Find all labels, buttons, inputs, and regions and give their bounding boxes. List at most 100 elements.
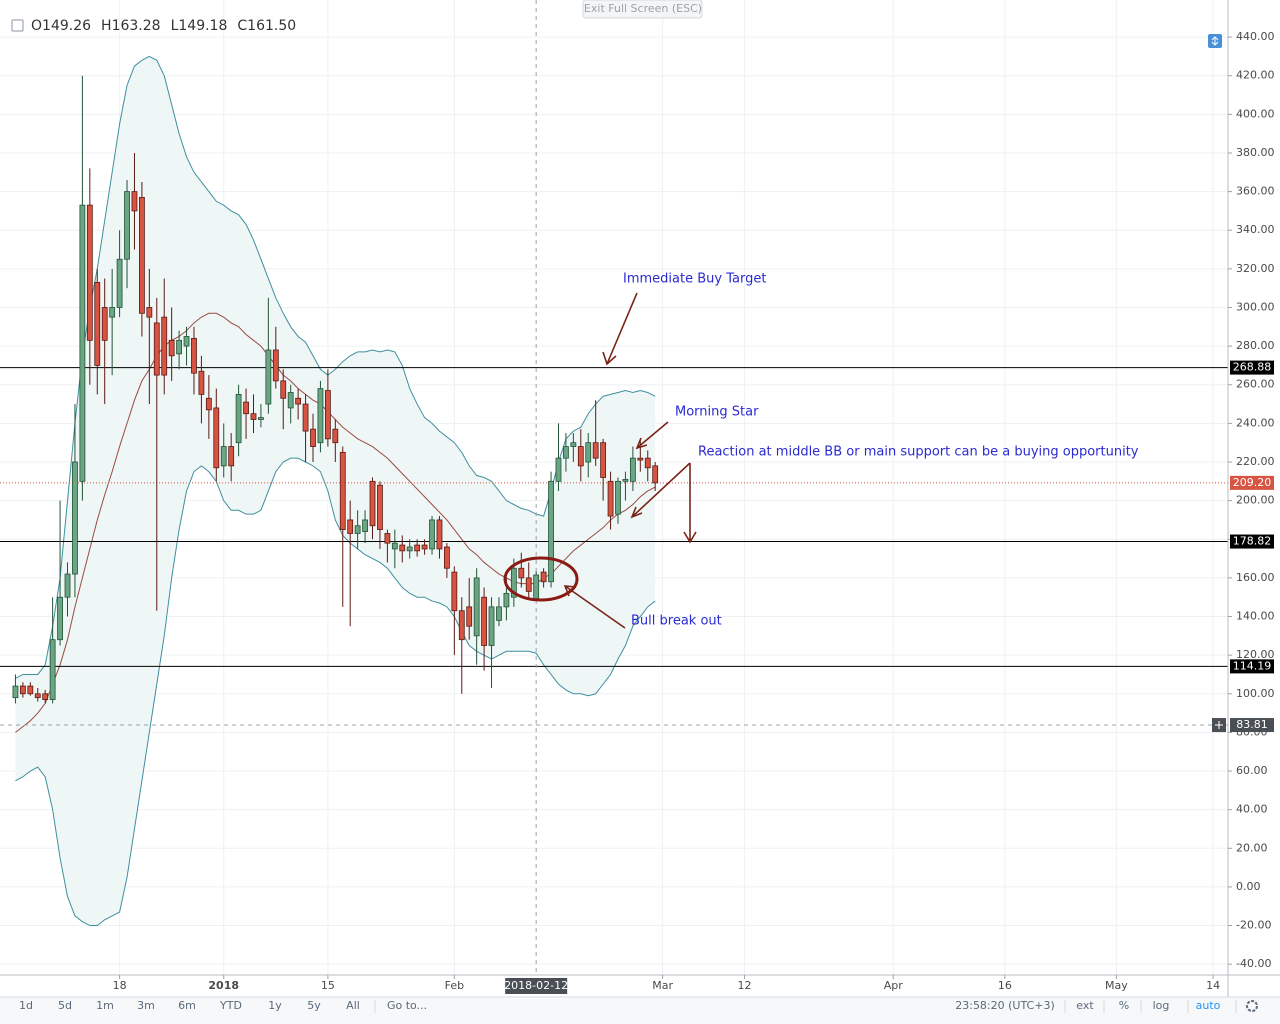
candle-body	[458, 610, 465, 641]
x-tick-label: 15	[321, 979, 335, 992]
crosshair-plus	[1215, 721, 1223, 730]
arrow	[630, 462, 691, 519]
toolbar-items: 1d 5d 1m 3m 6m YTD 1y 5y All Go to... ext% log auto	[19, 999, 1237, 1013]
last-price-label-bg	[1230, 475, 1274, 490]
range-button[interactable]: 1d	[19, 999, 33, 1012]
candle-body	[473, 577, 480, 637]
candle-body	[615, 480, 621, 515]
candle-body	[79, 204, 86, 482]
candle-body	[243, 401, 249, 415]
band-fill	[15, 56, 656, 926]
candle-body	[258, 417, 264, 420]
candle-body	[72, 461, 78, 575]
legend-icon[interactable]	[11, 19, 24, 32]
candle-body	[265, 349, 272, 405]
y-tick-label: 220.00	[1236, 455, 1275, 468]
toolbar	[0, 997, 1280, 1024]
y-tick-label: 100.00	[1236, 687, 1275, 700]
range-button[interactable]: Go to...	[387, 999, 427, 1012]
candle-body	[139, 196, 145, 314]
x-tick-label: 14	[1206, 979, 1220, 992]
range-button[interactable]: 5y	[307, 999, 321, 1012]
ohlc-key: O	[31, 18, 42, 34]
y-tick-label: 320.00	[1236, 262, 1275, 275]
ohlc-value: 149.18	[178, 18, 227, 34]
candle-body	[19, 685, 26, 695]
scale-icon-glyph	[1211, 36, 1219, 46]
candle-body	[302, 403, 309, 432]
y-tick-label: -20.00	[1236, 919, 1271, 932]
ohlc-value: 161.50	[247, 18, 296, 34]
x-tick-label: Mar	[652, 979, 673, 992]
exit-button[interactable]: Exit Full Screen (ESC)	[584, 2, 702, 15]
candle-body	[64, 573, 71, 598]
ohlc-key: L	[171, 18, 179, 34]
candle-body	[652, 465, 659, 484]
candle-body	[198, 370, 205, 395]
level-label-bg	[1230, 659, 1274, 674]
range-button[interactable]: 3m	[137, 999, 155, 1012]
y-tick-label: 200.00	[1236, 494, 1275, 507]
candle-body	[570, 442, 577, 447]
x-tick-label: Feb	[445, 979, 464, 992]
crosshair-date: 2018-02-12	[504, 979, 568, 992]
candle-body	[109, 307, 116, 318]
scale-option[interactable]: %	[1119, 999, 1129, 1012]
candle-body	[272, 349, 279, 382]
candle-body	[324, 390, 331, 440]
x-tick-label: Apr	[884, 979, 904, 992]
candle-body	[49, 639, 56, 700]
range-button[interactable]: 1m	[96, 999, 114, 1012]
candle-body	[228, 446, 235, 467]
candle-body	[12, 685, 19, 699]
annotation: Bull break out	[631, 614, 722, 629]
crosshair-price-bg	[1230, 718, 1274, 733]
arrow	[602, 292, 638, 366]
plot-area	[0, 0, 1228, 975]
candle-body	[161, 316, 168, 376]
y-tick-label: 340.00	[1236, 223, 1275, 236]
ohlc-legend: O149.26 H163.28 L149.18 C161.50	[31, 18, 296, 34]
crosshair-date-bg	[505, 978, 568, 994]
arrow	[635, 421, 669, 450]
y-tick-label: -40.00	[1236, 957, 1271, 970]
clock: 23:58:20 (UTC+3)	[955, 999, 1055, 1012]
range-button[interactable]: 6m	[178, 999, 196, 1012]
candle-body	[451, 571, 458, 612]
annotation: Reaction at middle BB or main support ca…	[698, 445, 1139, 460]
candle-body	[548, 480, 554, 583]
range-button[interactable]: 5d	[58, 999, 72, 1012]
scale-option[interactable]: ext	[1076, 999, 1094, 1012]
candle-body	[42, 693, 49, 700]
y-tick-label: 140.00	[1236, 610, 1275, 623]
ohlc-value: 149.26	[42, 18, 91, 34]
candle-body	[310, 428, 316, 447]
candle-body	[362, 519, 368, 532]
candle-body	[540, 571, 547, 583]
candle-body	[295, 397, 302, 405]
scale-option[interactable]: log	[1153, 999, 1170, 1012]
settings-icon[interactable]	[1246, 1000, 1258, 1012]
candle-body	[377, 484, 383, 531]
annotation-arrows	[503, 292, 697, 629]
candle-body	[384, 533, 391, 544]
exit-button-bg[interactable]	[582, 0, 703, 19]
candle-body	[332, 428, 339, 444]
ohlc-value: 163.28	[112, 18, 161, 34]
candle-body	[607, 480, 614, 517]
candle-body	[421, 544, 428, 550]
candle-body	[444, 546, 450, 569]
last-price-label: 209.20	[1233, 476, 1272, 489]
range-button[interactable]: 1y	[268, 999, 282, 1012]
scale-option[interactable]: auto	[1196, 999, 1221, 1012]
highlight-circle	[503, 556, 579, 602]
y-tick-label: 40.00	[1236, 803, 1268, 816]
candle-body	[57, 596, 63, 641]
range-button[interactable]: All	[346, 999, 360, 1012]
annotation: Morning Star	[675, 405, 759, 420]
range-button[interactable]: YTD	[219, 999, 242, 1012]
candle-body	[644, 457, 651, 469]
candle-body	[391, 542, 398, 550]
